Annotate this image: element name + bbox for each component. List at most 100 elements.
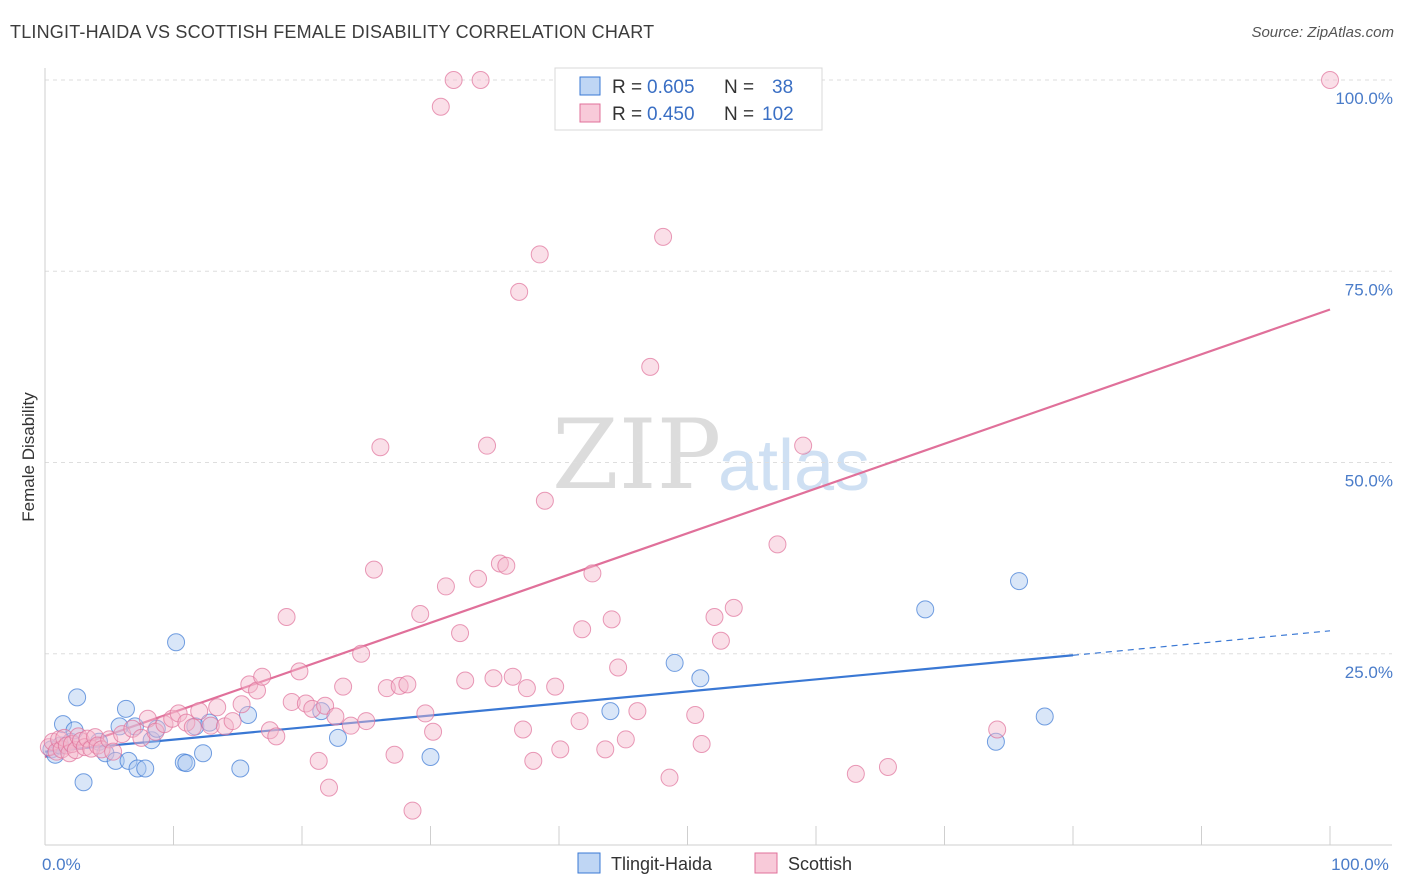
point-tlingit-haida-23	[194, 744, 213, 763]
watermark-zip: ZIP	[552, 399, 721, 511]
point-tlingit-haida-30	[601, 702, 620, 721]
legend-n-label-2: N =	[724, 104, 754, 125]
point-scottish-48	[319, 778, 338, 797]
point-scottish-81	[535, 491, 554, 510]
point-scottish-54	[364, 560, 383, 579]
point-scottish-103	[846, 764, 865, 783]
y-tick-label-1: 50.0%	[1345, 472, 1393, 491]
point-tlingit-haida-15	[128, 759, 147, 778]
x-tick-label-1: 100.0%	[1331, 855, 1389, 874]
point-scottish-65	[436, 577, 455, 596]
point-scottish-42	[282, 692, 301, 711]
point-scottish-85	[573, 620, 592, 639]
legend-r-label-2: R =	[612, 104, 642, 125]
point-scottish-89	[609, 658, 628, 677]
point-scottish-96	[692, 735, 711, 754]
point-tlingit-haida-12	[116, 699, 135, 718]
point-scottish-34	[223, 712, 242, 731]
point-tlingit-haida-35	[1010, 572, 1029, 591]
point-scottish-86	[583, 564, 602, 583]
legend-swatch-scottish	[579, 103, 601, 123]
point-scottish-106	[1321, 71, 1339, 89]
gridlines	[45, 79, 1392, 655]
chart-title: TLINGIT-HAIDA VS SCOTTISH FEMALE DISABIL…	[10, 22, 655, 42]
y-tick-label-2: 75.0%	[1345, 280, 1393, 299]
point-scottish-82	[546, 677, 565, 696]
point-scottish-40	[267, 727, 286, 746]
point-tlingit-haida-32	[691, 669, 710, 688]
stats-legend: R = 0.605 N = 38 R = 0.450 N = 102	[554, 67, 823, 131]
point-tlingit-haida-29	[421, 748, 440, 767]
chart-source: Source: ZipAtlas.com	[1251, 24, 1394, 41]
point-scottish-35	[232, 695, 251, 714]
x-tick-label-0: 0.0%	[42, 855, 81, 874]
point-scottish-80	[530, 245, 549, 264]
point-tlingit-haida-13	[119, 751, 138, 770]
point-scottish-90	[616, 730, 635, 749]
point-tlingit-haida-36	[1035, 707, 1054, 726]
series-legend-swatch-scottish	[754, 852, 778, 874]
trendline-extension-tlingit-haida	[1072, 630, 1331, 656]
point-scottish-57	[385, 745, 404, 764]
point-scottish-28	[177, 713, 196, 732]
tick-labels: 25.0% 50.0% 75.0% 100.0% 0.0% 100.0%	[42, 89, 1393, 874]
trendline-tlingit-haida	[44, 654, 1074, 753]
point-tlingit-haida-7	[74, 773, 93, 792]
series-legend-swatch-tlingit-haida	[577, 852, 601, 874]
series-legend: Tlingit-Haida Scottish	[577, 852, 852, 874]
trendline-scottish	[44, 308, 1331, 759]
series-legend-label-scottish: Scottish	[788, 854, 852, 874]
point-scottish-70	[471, 71, 490, 89]
trendlines	[44, 308, 1331, 759]
point-scottish-92	[641, 357, 660, 376]
watermark-atlas: atlas	[718, 426, 870, 506]
legend-swatch-tlingit-haida	[579, 76, 601, 96]
point-scottish-83	[551, 740, 570, 759]
point-scottish-74	[497, 556, 516, 575]
point-tlingit-haida-21	[177, 754, 196, 773]
point-scottish-88	[602, 610, 621, 629]
point-scottish-66	[444, 71, 463, 89]
point-scottish-94	[660, 768, 679, 787]
point-scottish-69	[469, 569, 488, 588]
point-scottish-13	[78, 729, 97, 748]
point-tlingit-haida-24	[200, 713, 219, 732]
legend-r-value-1: 0.605	[647, 77, 695, 98]
y-axis-label: Female Disability	[19, 392, 38, 522]
point-scottish-97	[705, 608, 724, 627]
point-scottish-49	[326, 707, 345, 726]
point-tlingit-haida-26	[239, 705, 258, 724]
legend-n-value-1: 38	[772, 77, 793, 98]
point-scottish-43	[290, 662, 309, 681]
point-scottish-31	[201, 716, 220, 735]
point-scottish-101	[768, 535, 787, 554]
point-scottish-29	[183, 718, 202, 737]
point-scottish-24	[146, 722, 165, 741]
point-scottish-95	[686, 705, 705, 724]
point-scottish-53	[357, 712, 376, 731]
axes	[44, 68, 1392, 846]
point-scottish-79	[524, 751, 543, 770]
legend-n-label-1: N =	[724, 77, 754, 98]
point-scottish-71	[478, 436, 497, 455]
point-scottish-60	[403, 801, 422, 820]
point-scottish-63	[424, 722, 443, 741]
point-tlingit-haida-33	[916, 600, 935, 619]
point-tlingit-haida-6	[68, 688, 87, 707]
point-tlingit-haida-31	[665, 653, 684, 672]
point-scottish-72	[484, 669, 503, 688]
point-scottish-102	[794, 436, 813, 455]
point-scottish-52	[352, 644, 371, 663]
point-scottish-67	[451, 624, 470, 643]
point-scottish-55	[371, 438, 390, 457]
point-scottish-104	[878, 757, 897, 776]
point-scottish-30	[190, 702, 209, 721]
point-tlingit-haida-28	[328, 728, 347, 747]
point-scottish-84	[570, 712, 589, 731]
point-scottish-68	[456, 671, 475, 690]
point-scottish-62	[416, 704, 435, 723]
point-scottish-27	[169, 704, 188, 723]
point-scottish-19	[104, 742, 123, 761]
point-scottish-99	[724, 598, 743, 617]
